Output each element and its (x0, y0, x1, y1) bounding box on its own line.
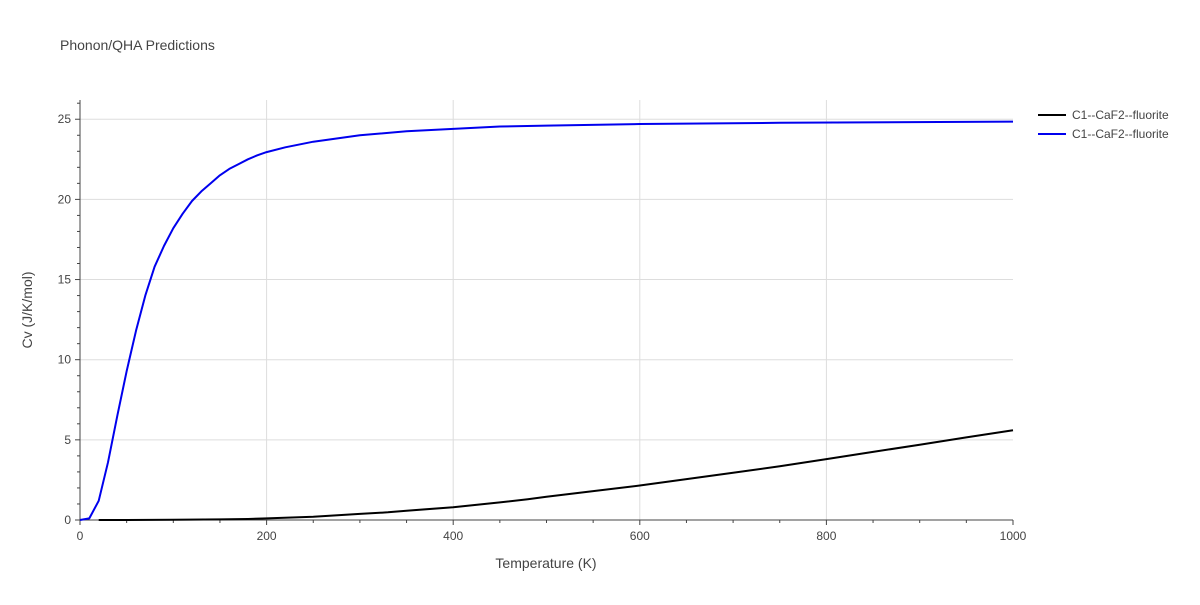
grid-layer (80, 100, 1013, 520)
y-tick-label: 10 (58, 353, 72, 367)
series-layer (79, 120, 1014, 521)
x-tick-label: 400 (443, 529, 463, 543)
chart-title: Phonon/QHA Predictions (60, 37, 215, 53)
y-axis-label: Cv (J/K/mol) (19, 272, 35, 349)
x-tick-label: 1000 (1000, 529, 1027, 543)
x-tick-label: 200 (257, 529, 277, 543)
y-tick-label: 5 (64, 433, 71, 447)
legend-item-1[interactable]: C1--CaF2--fluorite (1038, 108, 1169, 122)
x-tick-label: 0 (77, 529, 84, 543)
y-tick-label: 15 (58, 273, 72, 287)
series-line-2 (79, 120, 1014, 521)
x-tick-label: 600 (630, 529, 650, 543)
y-tick-label: 0 (64, 513, 71, 527)
legend-label: C1--CaF2--fluorite (1072, 127, 1169, 141)
y-tick-label: 25 (58, 112, 72, 126)
y-tick-label: 20 (58, 192, 72, 206)
legend-item-2[interactable]: C1--CaF2--fluorite (1038, 127, 1169, 141)
legend-label: C1--CaF2--fluorite (1072, 108, 1169, 122)
x-tick-label: 800 (816, 529, 836, 543)
x-axis-label: Temperature (K) (495, 555, 596, 571)
legend[interactable]: C1--CaF2--fluorite C1--CaF2--fluorite (1038, 108, 1169, 141)
series-line-1 (98, 429, 1014, 521)
